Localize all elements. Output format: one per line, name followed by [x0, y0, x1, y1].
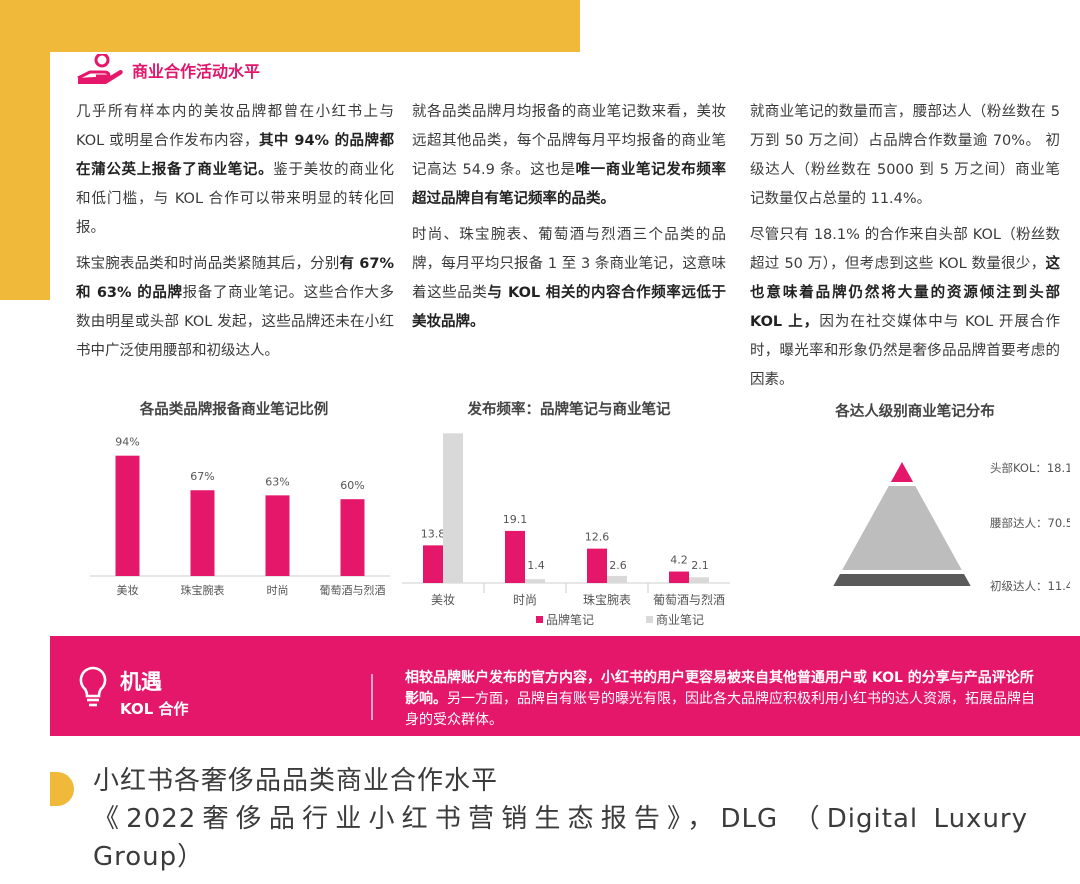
image-caption: 小红书各奢侈品品类商业合作水平 《2022奢侈品行业小红书营销生态报告》，DLG… — [93, 762, 1028, 876]
pyramid-bottom-segment — [833, 574, 971, 586]
text-run: 尽管只有 18.1% 的合作来自头部 KOL（粉丝数超过 50 万），但考虑到这… — [750, 227, 1060, 272]
bar-3 — [340, 499, 365, 576]
bold-text-run: 与 KOL 相关的内容合作频率远低于美妆品牌。 — [412, 285, 727, 330]
caption-line-1: 小红书各奢侈品品类商业合作水平 — [93, 766, 499, 796]
banner-text-bold: 相较品牌账户发布的官方内容，小红书的用户更容易被来自其他普通用户或 KOL 的分… — [405, 670, 1034, 707]
data-label-1: 67% — [190, 470, 214, 483]
chart3-pyramid-chart: 头部KOL：18.1% 腰部达人：70.5% 初级达人：11.4% — [833, 461, 1070, 593]
bar-0-1 — [505, 530, 525, 583]
bar-1-1 — [525, 579, 545, 583]
text-run: 珠宝腕表品类和时尚品类紧随其后，分别 — [76, 256, 340, 272]
legend-swatch-1 — [646, 616, 653, 623]
yellow-header-bar — [0, 0, 580, 52]
banner-subtitle: KOL 合作 — [120, 700, 189, 718]
text-run: 就各品类品牌月均报备的商业笔记数来看，美妆远超其他品类，每个品牌每月平均报备的商… — [412, 104, 726, 178]
section-title: 商业合作活动水平 — [132, 62, 261, 81]
data-label-0-3: 4.2 — [670, 554, 688, 567]
section-header: 商业合作活动水平 — [76, 54, 260, 86]
bar-0-3 — [669, 571, 689, 583]
legend-label-1: 商业笔记 — [656, 612, 704, 627]
text-run: 报备了商业笔记。这些合作大多数由明星或头部 KOL 发起，这些品牌还未在小红书中… — [76, 285, 394, 359]
pyramid-middle-segment — [842, 486, 962, 570]
data-label-1-3: 2.1 — [691, 559, 709, 572]
category-label-3: 葡萄酒与烈酒 — [320, 583, 386, 597]
bar-0 — [115, 455, 140, 576]
category-label-1: 时尚 — [513, 593, 537, 607]
banner-divider — [371, 674, 373, 720]
caption-line-2: 《2022奢侈品行业小红书营销生态报告》，DLG （Digital Luxury — [93, 804, 1028, 834]
chart2-title: 发布频率：品牌笔记与商业笔记 — [467, 402, 671, 418]
legend-label-0: 品牌笔记 — [546, 612, 594, 627]
category-label-2: 珠宝腕表 — [583, 592, 631, 607]
bar-2 — [265, 495, 290, 576]
bold-text-run: 其中 94% 的品牌都在蒲公英上报备了商业笔记。 — [76, 133, 394, 178]
text-run: 因为在社交媒体中与 KOL 开展合作时，曝光率和形象仍然是奢侈品品牌首要考虑的因… — [750, 314, 1060, 388]
text-run: 就商业笔记的数量而言，腰部达人（粉丝数在 5 万到 50 万之间）占品牌合作数量… — [750, 104, 1060, 207]
hand-heart-icon — [77, 54, 123, 84]
bold-text-run: 唯一商业笔记发布频率超过品牌自有笔记频率的品类。 — [412, 162, 727, 207]
data-label-0-1: 19.1 — [503, 513, 528, 526]
bar-1-0 — [443, 433, 463, 583]
bar-1-2 — [607, 575, 627, 583]
pyramid-top-segment — [890, 462, 914, 482]
pyramid-label-1: 腰部达人：70.5% — [990, 516, 1070, 530]
caption-marker — [50, 772, 74, 806]
data-label-2: 63% — [265, 475, 289, 488]
paragraph: 时尚、珠宝腕表、葡萄酒与烈酒三个品类的品牌，每月平均只报备 1 至 3 条商业笔… — [412, 221, 726, 337]
chart1-title: 各品类品牌报备商业笔记比例 — [139, 402, 329, 418]
banner-title: 机遇 — [120, 670, 162, 694]
caption-line-3: Group） — [93, 842, 205, 872]
category-label-0: 美妆 — [117, 584, 139, 597]
yellow-side-bar — [0, 0, 50, 300]
paragraph: 珠宝腕表品类和时尚品类紧随其后，分别有 67% 和 63% 的品牌报备了商业笔记… — [76, 250, 394, 366]
category-label-3: 葡萄酒与烈酒 — [653, 593, 725, 607]
paragraph: 尽管只有 18.1% 的合作来自头部 KOL（粉丝数超过 50 万），但考虑到这… — [750, 221, 1060, 395]
paragraph: 几乎所有样本内的美妆品牌都曾在小红书上与 KOL 或明星合作发布内容，其中 94… — [76, 98, 394, 243]
data-label-1-1: 1.4 — [527, 559, 545, 572]
category-label-1: 珠宝腕表 — [181, 583, 225, 597]
chart2-grouped-bar-chart: 13.854.9美妆19.11.4时尚12.62.6珠宝腕表4.22.1葡萄酒与… — [402, 428, 730, 627]
banner-text: 相较品牌账户发布的官方内容，小红书的用户更容易被来自其他普通用户或 KOL 的分… — [405, 668, 1045, 731]
category-label-0: 美妆 — [431, 593, 455, 607]
lightbulb-icon — [79, 666, 107, 707]
text-run: 几乎所有样本内的美妆品牌都曾在小红书上与 KOL 或明星合作发布内容， — [76, 104, 394, 149]
pyramid-label-0: 头部KOL：18.1% — [990, 461, 1070, 475]
text-column-3: 就商业笔记的数量而言，腰部达人（粉丝数在 5 万到 50 万之间）占品牌合作数量… — [750, 98, 1060, 402]
bar-0-0 — [423, 545, 443, 583]
bold-text-run: 有 67% 和 63% 的品牌 — [76, 256, 394, 301]
data-label-0-0: 13.8 — [421, 527, 446, 540]
text-column-1: 几乎所有样本内的美妆品牌都曾在小红书上与 KOL 或明星合作发布内容，其中 94… — [76, 98, 394, 373]
data-label-3: 60% — [340, 479, 364, 492]
bar-1 — [190, 490, 215, 576]
banner-text-regular: 另一方面，品牌自有账号的曝光有限，因此各大品牌应积极利用小红书的达人资源，拓展品… — [405, 691, 1035, 728]
pyramid-label-2: 初级达人：11.4% — [990, 579, 1070, 593]
bar-0-2 — [587, 548, 607, 583]
chart3-title: 各达人级别商业笔记分布 — [835, 404, 995, 420]
bold-text-run: 这也意味着品牌仍然将大量的资源倾注到头部 KOL 上， — [750, 256, 1060, 330]
text-column-2: 就各品类品牌月均报备的商业笔记数来看，美妆远超其他品类，每个品牌每月平均报备的商… — [412, 98, 726, 344]
data-label-0: 94% — [115, 436, 139, 449]
report-page: 商业合作活动水平 几乎所有样本内的美妆品牌都曾在小红书上与 KOL 或明星合作发… — [50, 52, 1080, 738]
category-label-2: 时尚 — [267, 583, 289, 597]
paragraph: 就各品类品牌月均报备的商业笔记数来看，美妆远超其他品类，每个品牌每月平均报备的商… — [412, 98, 726, 214]
text-run: 时尚、珠宝腕表、葡萄酒与烈酒三个品类的品牌，每月平均只报备 1 至 3 条商业笔… — [412, 227, 726, 301]
bar-1-3 — [689, 577, 709, 583]
data-label-1-2: 2.6 — [609, 559, 627, 572]
opportunity-banner: 机遇 KOL 合作 相较品牌账户发布的官方内容，小红书的用户更容易被来自其他普通… — [50, 636, 1080, 736]
paragraph: 就商业笔记的数量而言，腰部达人（粉丝数在 5 万到 50 万之间）占品牌合作数量… — [750, 98, 1060, 214]
data-label-0-2: 12.6 — [585, 531, 610, 544]
chart1-bar-chart: 94% 美妆 67% 珠宝腕表 63% 时尚 60% 葡萄酒与烈酒 — [90, 436, 390, 597]
text-run: 鉴于美妆的商业化和低门槛，与 KOL 合作可以带来明显的转化回报。 — [76, 162, 395, 236]
legend-swatch-0 — [536, 616, 543, 623]
